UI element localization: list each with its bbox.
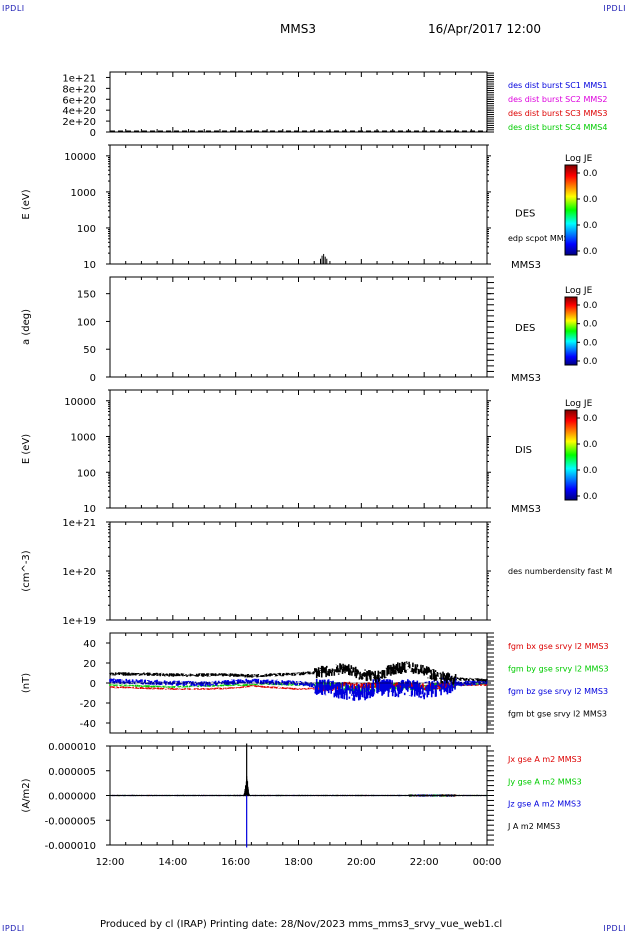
spacecraft-info-y-tick-label: 8e+20 (62, 84, 96, 95)
des-pitch-y-tick-label: 0 (90, 373, 96, 384)
des-pitch-y-tick-label: 150 (77, 290, 96, 301)
fgm-legend-entry: fgm bz gse srvy l2 MMS3 (508, 687, 608, 696)
spacecraft-info-legend-entry: des dist burst SC4 MMS4 (508, 123, 607, 132)
spacecraft-info-y-tick-label: 2e+20 (62, 117, 96, 128)
des-energy-sublabel: edp scpot MMS3 (508, 234, 574, 243)
dis-energy-colorbar-tick-label: 0.0 (583, 440, 598, 450)
des-energy-bottom-label: MMS3 (511, 260, 541, 271)
des-pitch-colorbar-tick-label: 0.0 (583, 338, 598, 348)
des-pitch-label: DES (515, 323, 535, 334)
x-tick-label: 20:00 (347, 857, 376, 868)
dis-energy-bottom-label: MMS3 (511, 504, 541, 515)
current-series-j (109, 794, 488, 797)
density-y-label: (cm^-3) (21, 550, 32, 591)
current-y-tick-label: -0.000010 (45, 841, 96, 852)
des-pitch-y-tick-label: 100 (77, 317, 96, 328)
des-pitch-colorbar-tick-label: 0.0 (583, 320, 598, 330)
fgm-y-tick-label: 20 (83, 659, 96, 670)
dis-energy-colorbar-tick-label: 0.0 (583, 492, 598, 502)
x-tick-label: 14:00 (158, 857, 187, 868)
x-tick-label: 16:00 (221, 857, 250, 868)
des-energy-frame (109, 144, 488, 265)
corner-label-top-right: IPDLI (603, 4, 626, 13)
spacecraft-info-legend-entry: des dist burst SC2 MMS2 (508, 95, 607, 104)
des-energy-y-tick-label: 1000 (71, 188, 96, 199)
corner-label-bottom-left: IPDLI (2, 924, 25, 933)
des-pitch-colorbar-title: Log JE (565, 286, 593, 296)
density-frame (109, 521, 488, 621)
x-tick-label: 22:00 (410, 857, 439, 868)
fgm-y-tick-label: -20 (80, 699, 96, 710)
des-pitch-y-tick-label: 50 (83, 345, 96, 356)
des-pitch-frame (109, 276, 488, 378)
des-energy-colorbar-tick-label: 0.0 (583, 169, 598, 179)
current-legend-entry: Jz gse A m2 MMS3 (507, 800, 581, 809)
footer-text: Produced by cl (IRAP) Printing date: 28/… (100, 919, 503, 930)
fgm-y-tick-label: 40 (83, 639, 96, 650)
spacecraft-info-legend-entry: des dist burst SC1 MMS1 (508, 81, 607, 90)
dis-energy-y-tick-label: 10000 (64, 397, 96, 408)
fgm-y-label: (nT) (21, 673, 32, 693)
dis-energy-colorbar-tick-label: 0.0 (583, 466, 598, 476)
des-pitch-y-label: a (deg) (21, 309, 32, 345)
spacecraft-title: MMS3 (280, 22, 316, 36)
current-y-tick-label: 0.000010 (48, 742, 96, 753)
spacecraft-info-y-tick-label: 4e+20 (62, 106, 96, 117)
current-y-tick-label: -0.000005 (45, 816, 96, 827)
fgm-legend-entry: fgm bt gse srvy l2 MMS3 (508, 710, 607, 719)
des-energy-colorbar-tick-label: 0.0 (583, 221, 598, 231)
datetime-title: 16/Apr/2017 12:00 (428, 22, 542, 36)
x-tick-label: 00:00 (473, 857, 502, 868)
dis-energy-colorbar (564, 409, 578, 501)
current-legend-entry: Jx gse A m2 MMS3 (507, 755, 582, 764)
des-energy-y-tick-label: 100 (77, 224, 96, 235)
des-energy-colorbar-tick-label: 0.0 (583, 247, 598, 257)
corner-label-top-left: IPDLI (2, 4, 25, 13)
des-pitch-colorbar-tick-label: 0.0 (583, 301, 598, 311)
spacecraft-info-y-tick-label: 1e+21 (62, 73, 96, 84)
current-y-tick-label: 0.000000 (48, 792, 96, 803)
spacecraft-info-y-tick-label: 0 (90, 128, 96, 139)
fgm-series-bt (109, 661, 488, 685)
dis-energy-y-tick-label: 1000 (71, 433, 96, 444)
fgm-series-bz (109, 676, 488, 701)
des-energy-colorbar (564, 164, 578, 256)
density-y-tick-label: 1e+20 (62, 567, 96, 578)
fgm-y-tick-label: 0 (90, 679, 96, 690)
current-y-label: (A/m2) (21, 778, 32, 812)
des-energy-colorbar-title: Log JE (565, 154, 593, 164)
density-y-tick-label: 1e+19 (62, 616, 96, 627)
fgm-y-tick-label: -40 (80, 719, 96, 730)
des-energy-label: DES (515, 209, 535, 220)
des-pitch-bottom-label: MMS3 (511, 373, 541, 384)
des-energy-y-tick-label: 10 (83, 260, 96, 271)
fgm-legend-entry: fgm bx gse srvy l2 MMS3 (508, 642, 609, 651)
des-energy-y-tick-label: 10000 (64, 152, 96, 163)
dis-energy-colorbar-tick-label: 0.0 (583, 414, 598, 424)
fgm-legend-entry: fgm by gse srvy l2 MMS3 (508, 665, 609, 674)
dis-energy-y-tick-label: 100 (77, 468, 96, 479)
des-energy-colorbar-tick-label: 0.0 (583, 195, 598, 205)
des-pitch-colorbar-tick-label: 0.0 (583, 357, 598, 367)
current-y-tick-label: 0.000005 (48, 767, 96, 778)
dis-energy-frame (109, 389, 488, 509)
density-y-tick-label: 1e+21 (62, 518, 96, 529)
density-legend-entry: des numberdensity fast M (508, 567, 612, 576)
current-legend-entry: J A m2 MMS3 (507, 822, 560, 831)
current-legend-entry: Jy gse A m2 MMS3 (507, 777, 582, 786)
des-energy-y-label: E (eV) (21, 189, 32, 219)
corner-label-bottom-right: IPDLI (603, 924, 626, 933)
spacecraft-info-y-tick-label: 6e+20 (62, 95, 96, 106)
spacecraft-info-legend-entry: des dist burst SC3 MMS3 (508, 109, 607, 118)
x-tick-label: 12:00 (96, 857, 125, 868)
dis-energy-y-label: E (eV) (21, 434, 32, 464)
des-pitch-colorbar (564, 296, 578, 366)
spacecraft-info-frame (109, 71, 488, 133)
dis-energy-colorbar-title: Log JE (565, 399, 593, 409)
x-tick-label: 18:00 (284, 857, 313, 868)
dis-energy-y-tick-label: 10 (83, 504, 96, 515)
dis-energy-label: DIS (515, 445, 532, 456)
